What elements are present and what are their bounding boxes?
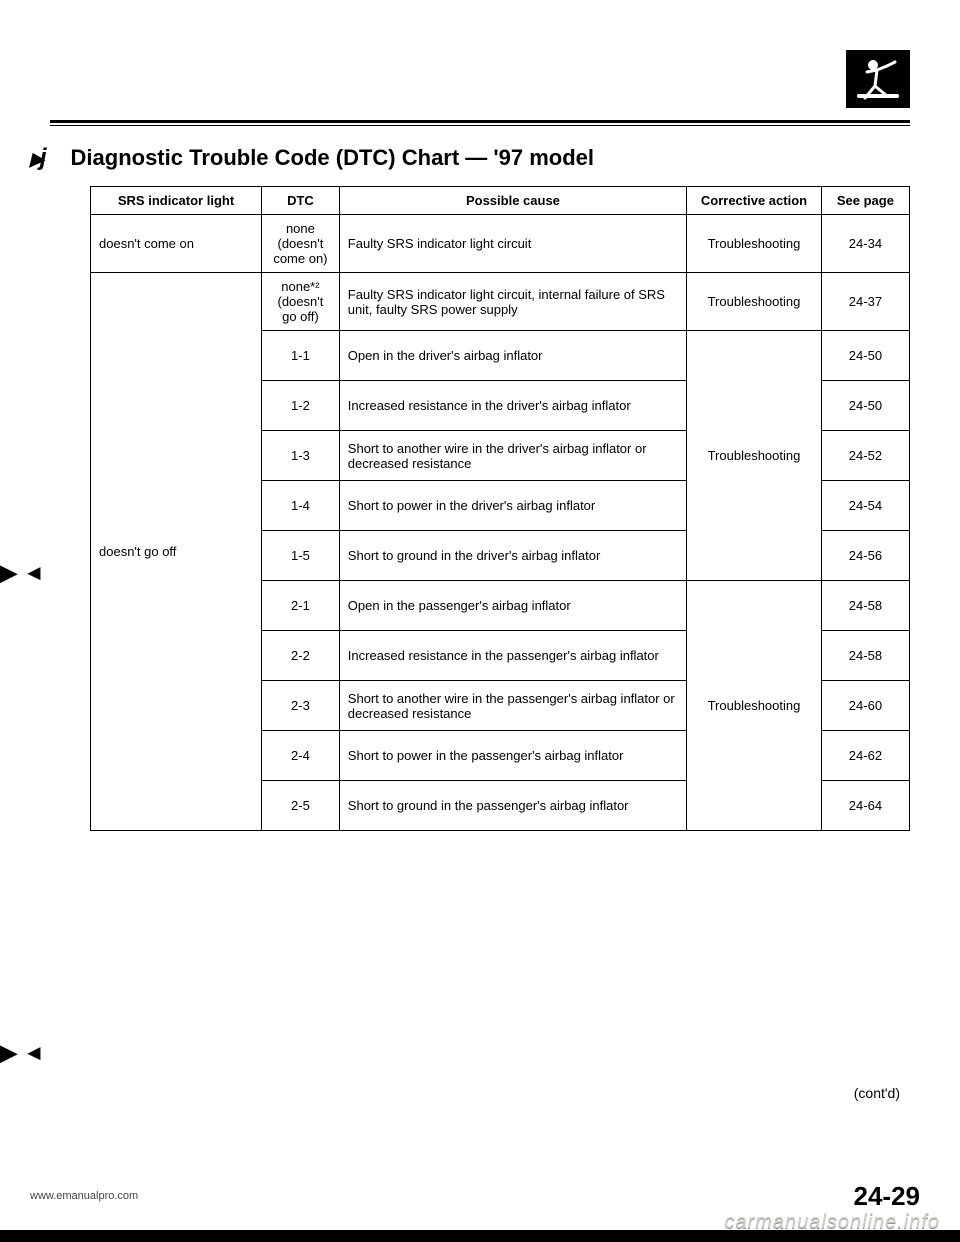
dtc-cell: none*² (doesn't go off)	[262, 273, 340, 331]
cause-cell: Open in the driver's airbag inflator	[339, 331, 686, 381]
table-row: doesn't go off none*² (doesn't go off) F…	[91, 273, 910, 331]
page-cell: 24-50	[821, 381, 909, 431]
page-cell: 24-62	[821, 731, 909, 781]
dtc-cell: 1-5	[262, 531, 340, 581]
action-cell: Troubleshooting	[687, 331, 822, 581]
cause-cell: Increased resistance in the passenger's …	[339, 631, 686, 681]
col-cause: Possible cause	[339, 187, 686, 215]
dtc-cell: 1-4	[262, 481, 340, 531]
action-cell: Troubleshooting	[687, 273, 822, 331]
dtc-cell: 1-2	[262, 381, 340, 431]
action-cell: Troubleshooting	[687, 215, 822, 273]
page-cell: 24-58	[821, 581, 909, 631]
cause-cell: Short to ground in the passenger's airba…	[339, 781, 686, 831]
footer-url: www.emanualpro.com	[30, 1190, 138, 1202]
contd-label: (cont'd)	[854, 1085, 900, 1101]
action-cell: Troubleshooting	[687, 581, 822, 831]
bottom-bar	[0, 1230, 960, 1242]
col-page: See page	[821, 187, 909, 215]
table-header-row: SRS indicator light DTC Possible cause C…	[91, 187, 910, 215]
cause-cell: Faulty SRS indicator light circuit	[339, 215, 686, 273]
dtc-cell: 2-2	[262, 631, 340, 681]
srs-state-cell: doesn't go off	[91, 273, 262, 831]
margin-marker-icon: ▶ ◄	[0, 560, 45, 586]
dtc-cell: none (doesn't come on)	[262, 215, 340, 273]
dtc-chart-table: SRS indicator light DTC Possible cause C…	[90, 186, 910, 831]
cause-cell: Open in the passenger's airbag inflator	[339, 581, 686, 631]
page-title: Diagnostic Trouble Code (DTC) Chart — '9…	[71, 145, 595, 171]
dtc-cell: 1-3	[262, 431, 340, 481]
col-srs: SRS indicator light	[91, 187, 262, 215]
cause-cell: Increased resistance in the driver's air…	[339, 381, 686, 431]
page-cell: 24-54	[821, 481, 909, 531]
cause-cell: Short to another wire in the driver's ai…	[339, 431, 686, 481]
page-cell: 24-34	[821, 215, 909, 273]
section-pointer-icon: j	[30, 144, 45, 172]
page-cell: 24-37	[821, 273, 909, 331]
page-cell: 24-56	[821, 531, 909, 581]
cause-cell: Short to ground in the driver's airbag i…	[339, 531, 686, 581]
cause-cell: Short to another wire in the passenger's…	[339, 681, 686, 731]
cause-cell: Short to power in the driver's airbag in…	[339, 481, 686, 531]
col-dtc: DTC	[262, 187, 340, 215]
margin-marker-icon: ▶ ◄	[0, 1040, 45, 1066]
cause-cell: Short to power in the passenger's airbag…	[339, 731, 686, 781]
table-row: doesn't come on none (doesn't come on) F…	[91, 215, 910, 273]
dtc-cell: 2-1	[262, 581, 340, 631]
srs-state-cell: doesn't come on	[91, 215, 262, 273]
page-cell: 24-52	[821, 431, 909, 481]
col-action: Corrective action	[687, 187, 822, 215]
dtc-cell: 2-4	[262, 731, 340, 781]
dtc-cell: 2-3	[262, 681, 340, 731]
dtc-cell: 2-5	[262, 781, 340, 831]
dtc-cell: 1-1	[262, 331, 340, 381]
page-cell: 24-50	[821, 331, 909, 381]
srs-airbag-icon	[846, 50, 910, 108]
page-cell: 24-64	[821, 781, 909, 831]
page-cell: 24-58	[821, 631, 909, 681]
cause-cell: Faulty SRS indicator light circuit, inte…	[339, 273, 686, 331]
page-number: 24-29	[854, 1181, 921, 1212]
page-cell: 24-60	[821, 681, 909, 731]
